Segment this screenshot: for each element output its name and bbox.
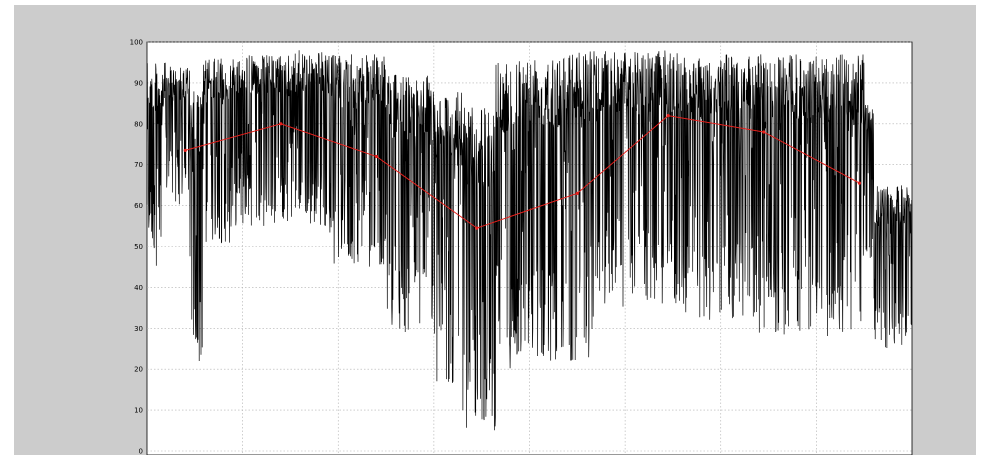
y-tick-label: 30 bbox=[134, 325, 143, 333]
trend-point bbox=[857, 181, 862, 185]
signal-line bbox=[146, 50, 913, 431]
trend-point bbox=[279, 122, 283, 126]
signal-series bbox=[146, 50, 913, 431]
trend-line bbox=[185, 115, 860, 229]
trend-series bbox=[183, 114, 862, 230]
trend-point bbox=[374, 154, 379, 159]
y-tick-label: 50 bbox=[134, 243, 143, 251]
y-tick-label: 20 bbox=[134, 366, 143, 374]
y-tick-label: 80 bbox=[134, 120, 143, 128]
trend-point bbox=[762, 130, 766, 134]
y-tick-label: 10 bbox=[134, 407, 143, 415]
trend-point bbox=[666, 114, 670, 118]
y-axis-ticks: 0 10 20 30 40 50 60 70 80 90 100 bbox=[130, 39, 143, 455]
y-tick-label: 0 bbox=[139, 448, 143, 455]
y-tick-label: 100 bbox=[130, 39, 143, 47]
trend-point bbox=[575, 191, 579, 195]
y-tick-label: 40 bbox=[134, 284, 143, 292]
y-tick-label: 90 bbox=[134, 79, 143, 87]
trend-point bbox=[475, 226, 479, 230]
y-tick-label: 70 bbox=[134, 161, 143, 169]
y-tick-label: 60 bbox=[134, 202, 143, 210]
trend-point bbox=[183, 148, 187, 152]
